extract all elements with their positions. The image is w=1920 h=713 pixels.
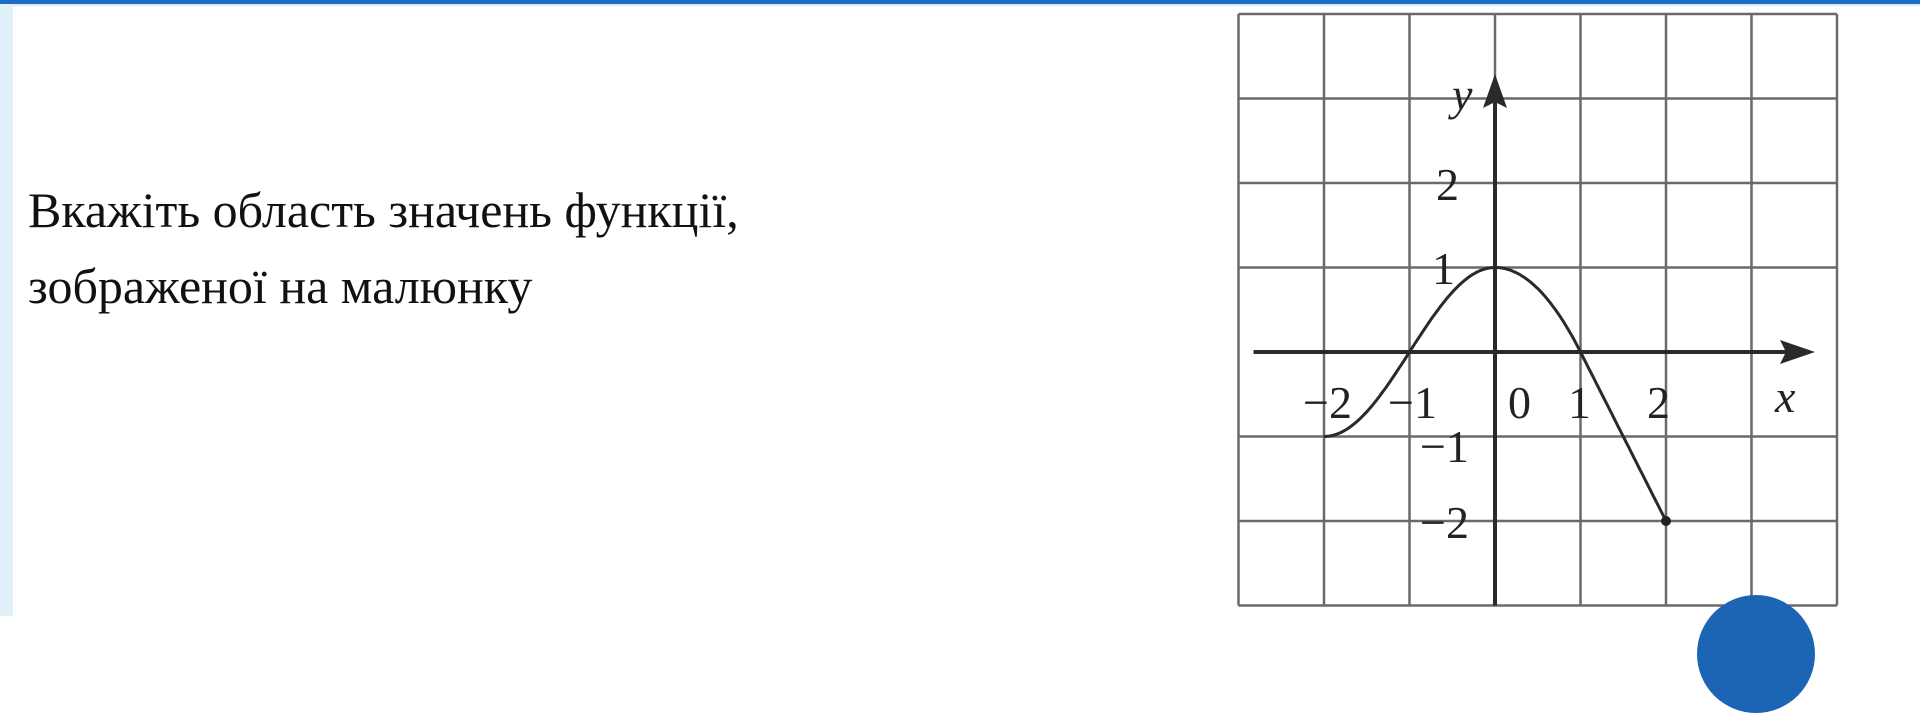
round-nav-button[interactable] xyxy=(1697,595,1815,713)
function-curve xyxy=(1324,266,1668,522)
axes xyxy=(1253,74,1815,606)
x-tick-label: −1 xyxy=(1388,377,1437,428)
x-tick-label: 2 xyxy=(1647,377,1670,428)
function-graph: y x −2 −1 0 1 2 2 1 −1 −2 xyxy=(1237,12,1839,607)
question-text: Вкажіть область значень функції, зображе… xyxy=(28,172,739,324)
y-tick-label: −2 xyxy=(1420,497,1469,548)
grid xyxy=(1237,12,1839,607)
x-axis-label: x xyxy=(1774,371,1796,422)
question-line-1: Вкажіть область значень функції, xyxy=(28,182,739,238)
curve-end-dot xyxy=(1661,516,1671,526)
y-tick-label: −1 xyxy=(1420,421,1469,472)
x-axis-arrow-icon xyxy=(1780,340,1815,364)
y-tick-label: 2 xyxy=(1436,159,1459,210)
y-axis-arrow-icon xyxy=(1483,74,1507,108)
y-tick-label: 1 xyxy=(1432,243,1455,294)
y-axis-label: y xyxy=(1448,69,1473,120)
top-accent-bar xyxy=(0,0,1920,4)
left-side-strip xyxy=(0,4,13,616)
question-line-2: зображеної на малюнку xyxy=(28,258,533,314)
x-tick-label: 1 xyxy=(1568,377,1591,428)
x-tick-label: −2 xyxy=(1303,377,1352,428)
top-accent-line xyxy=(0,4,1920,6)
x-tick-label: 0 xyxy=(1508,377,1531,428)
